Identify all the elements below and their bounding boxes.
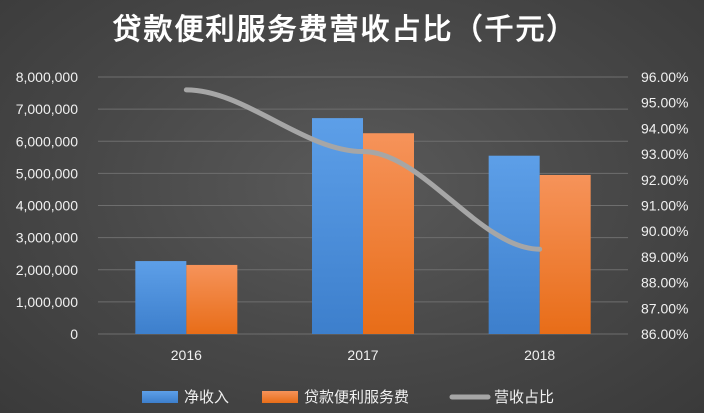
category-labels: 2016 2017 2018 xyxy=(171,347,556,363)
share-line xyxy=(183,87,543,252)
legend-swatch xyxy=(142,391,178,403)
service-fee-bar xyxy=(539,174,591,334)
net-income-bar xyxy=(312,118,363,335)
category-label: 2016 xyxy=(171,347,202,363)
legend-label: 营收占比 xyxy=(494,388,554,406)
right-axis-tick-label: 90.00% xyxy=(641,223,688,239)
right-axis-tick-label: 95.00% xyxy=(641,95,688,111)
right-axis-tick-label: 87.00% xyxy=(641,300,688,316)
net-income-bar xyxy=(135,261,187,334)
right-axis-tick-label: 89.00% xyxy=(641,249,688,265)
category-label: 2017 xyxy=(347,347,378,363)
right-axis-ticks: 86.00% 87.00% 88.00% 89.00% 90.00% 91.00% 92.0… xyxy=(641,69,688,342)
right-axis-tick-label: 88.00% xyxy=(641,275,688,291)
right-axis-tick-label: 96.00% xyxy=(641,69,688,85)
legend-item-service-fee: 贷款便利服务费 xyxy=(262,388,409,406)
left-axis-tick-label: 7,000,000 xyxy=(16,101,78,117)
service-fee-bar xyxy=(363,133,414,334)
legend-swatch xyxy=(262,391,298,403)
right-axis-tick-label: 93.00% xyxy=(641,146,688,162)
legend-item-revenue-share: 营收占比 xyxy=(449,388,554,406)
left-axis-tick-label: 1,000,000 xyxy=(16,294,78,310)
category-label: 2018 xyxy=(524,347,555,363)
right-axis-tick-label: 91.00% xyxy=(641,198,688,214)
left-axis-tick-label: 0 xyxy=(70,326,78,342)
right-axis-tick-label: 94.00% xyxy=(641,120,688,136)
revenue-share-line xyxy=(183,87,543,252)
legend-label: 贷款便利服务费 xyxy=(304,388,409,406)
legend: 净收入 贷款便利服务费 营收占比 xyxy=(142,388,554,406)
left-axis-ticks: 0 1,000,000 2,000,000 3,000,000 4,000,000 5,0… xyxy=(16,69,79,342)
left-axis-tick-label: 6,000,000 xyxy=(16,133,78,149)
right-axis-tick-label: 92.00% xyxy=(641,172,688,188)
chart-title: 贷款便利服务费营收占比（千元） xyxy=(112,12,578,46)
service-fee-bar xyxy=(186,264,238,334)
right-axis-tick-label: 86.00% xyxy=(641,326,688,342)
left-axis-tick-label: 8,000,000 xyxy=(16,69,78,85)
left-axis-tick-label: 5,000,000 xyxy=(16,165,78,181)
legend-label: 净收入 xyxy=(184,388,229,406)
legend-item-net-income: 净收入 xyxy=(142,388,229,406)
bars xyxy=(135,118,591,335)
left-axis-tick-label: 4,000,000 xyxy=(16,198,78,214)
left-axis-tick-label: 2,000,000 xyxy=(16,262,78,278)
left-axis-tick-label: 3,000,000 xyxy=(16,230,78,246)
